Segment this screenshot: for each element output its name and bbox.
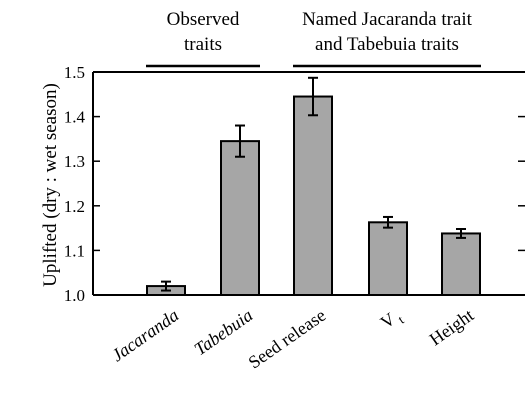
group-label: Observed xyxy=(167,9,240,30)
group-label: traits xyxy=(184,34,222,55)
y-tick-label: 1.3 xyxy=(64,152,85,171)
bar xyxy=(220,140,260,296)
x-tick-label: Height xyxy=(426,305,478,349)
y-tick-label: 1.2 xyxy=(64,197,85,216)
group-label: Named Jacaranda trait xyxy=(302,9,473,30)
x-tick-label: Tabebuia xyxy=(190,305,256,359)
y-tick-label: 1.4 xyxy=(64,108,86,127)
bar xyxy=(368,221,408,296)
x-tick-label: Jacaranda xyxy=(108,305,183,366)
y-tick-label: 1.0 xyxy=(64,286,85,305)
x-tick-label: Vt xyxy=(377,305,407,336)
y-tick-label: 1.1 xyxy=(64,241,85,260)
x-tick-label: Seed release xyxy=(245,305,330,373)
group-labels: Observed traits Named Jacaranda trait and T… xyxy=(146,9,481,68)
bar xyxy=(441,232,481,296)
y-tick-label: 1.5 xyxy=(64,63,85,82)
bars xyxy=(146,76,481,296)
group-label: and Tabebuia traits xyxy=(315,34,459,55)
y-axis: 1.0 1.1 1.2 1.3 1.4 1.5 xyxy=(64,63,525,305)
y-axis-label: Uplifted (dry : wet season) xyxy=(40,83,61,287)
bar xyxy=(293,95,333,296)
